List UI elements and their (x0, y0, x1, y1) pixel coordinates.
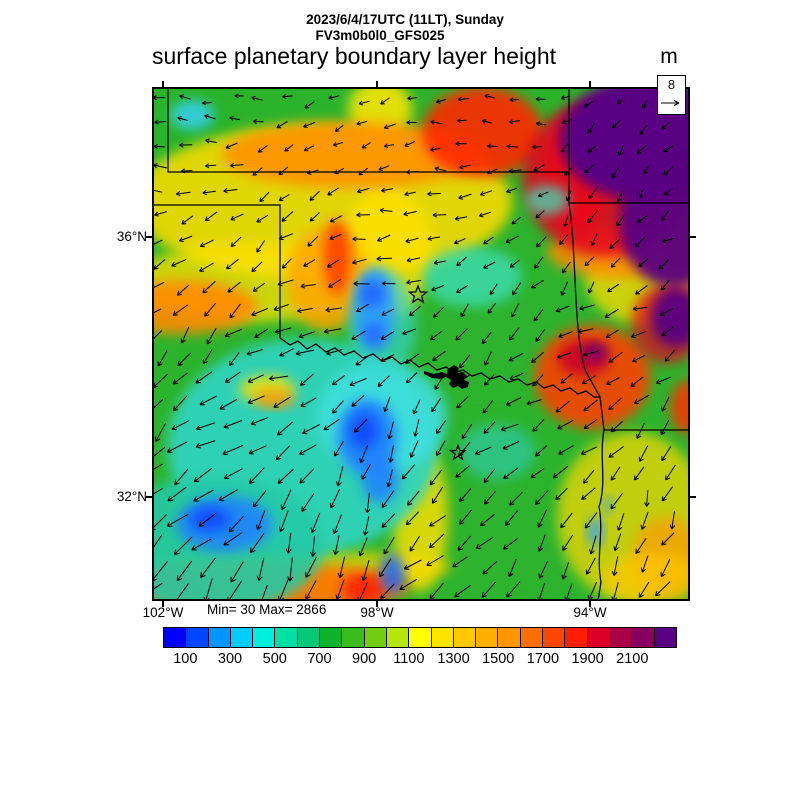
colorbar-cell (164, 628, 186, 647)
page-title: surface planetary boundary layer height (152, 43, 557, 69)
wind-reference-box: 8 (657, 75, 686, 115)
colorbar-tick-label: 900 (352, 651, 377, 667)
wind-vectors (152, 93, 676, 601)
colorbar-cell (207, 628, 230, 647)
wind-reference-value: 8 (667, 77, 676, 92)
lat-tick (146, 236, 152, 238)
colorbar-cell (408, 628, 431, 647)
lon-tick (589, 601, 591, 607)
colorbar-cell (363, 628, 386, 647)
lon-tick-label: 98°W (360, 605, 394, 620)
colorbar-cell (252, 628, 275, 647)
colorbar-cell (319, 628, 342, 647)
colorbar-cell (475, 628, 498, 647)
colorbar (163, 627, 677, 648)
colorbar-cell (564, 628, 587, 647)
lon-tick (376, 81, 378, 87)
colorbar-cell (341, 628, 364, 647)
colorbar-tick-label: 700 (307, 651, 332, 667)
colorbar-tick-label: 1100 (393, 651, 425, 667)
colorbar-cell (586, 628, 609, 647)
colorbar-tick-label: 1700 (526, 651, 560, 667)
colorbar-tick-label: 2100 (616, 651, 649, 667)
lat-tick-label: 32°N (116, 489, 147, 504)
lon-tick (162, 601, 164, 607)
minmax-stats: Min= 30 Max= 2866 (207, 602, 327, 617)
lon-tick-label: 94°W (573, 605, 607, 620)
units-label: m (660, 45, 678, 68)
lat-tick (690, 496, 696, 498)
colorbar-cell (229, 628, 253, 647)
star-marker (407, 284, 429, 304)
colorbar-tick-label: 1500 (482, 651, 515, 667)
wind-reference-arrow-icon (661, 100, 680, 106)
colorbar-cell (608, 628, 632, 647)
colorbar-tick-label: 1900 (571, 651, 604, 667)
colorbar-cell (653, 628, 676, 647)
star-marker (449, 443, 467, 461)
colorbar-cell (497, 628, 520, 647)
colorbar-cell (519, 628, 543, 647)
colorbar-tick-label: 300 (217, 651, 243, 667)
lon-tick (162, 81, 164, 87)
colorbar-cell (185, 628, 208, 647)
colorbar-tick-label: 500 (262, 651, 287, 667)
colorbar-cell (385, 628, 409, 647)
lon-tick-label: 102°W (142, 605, 184, 620)
lon-tick (376, 601, 378, 607)
colorbar-cell (631, 628, 654, 647)
model-title: FV3m0b0l0_GFS025 (315, 28, 445, 43)
colorbar-cell (452, 628, 476, 647)
colorbar-cell (274, 628, 297, 647)
colorbar-cell (296, 628, 320, 647)
lat-tick-label: 36°N (116, 229, 147, 244)
lat-tick (690, 236, 696, 238)
lon-tick (589, 81, 591, 87)
datetime-title: 2023/6/4/17UTC (11LT), Sunday (306, 12, 504, 27)
colorbar-cell (542, 628, 565, 647)
colorbar-tick-label: 100 (173, 651, 198, 667)
pbl-height-field (152, 87, 690, 601)
lat-tick (146, 496, 152, 498)
colorbar-tick-label: 1300 (437, 651, 470, 667)
map-canvas (152, 87, 690, 601)
colorbar-cell (430, 628, 453, 647)
